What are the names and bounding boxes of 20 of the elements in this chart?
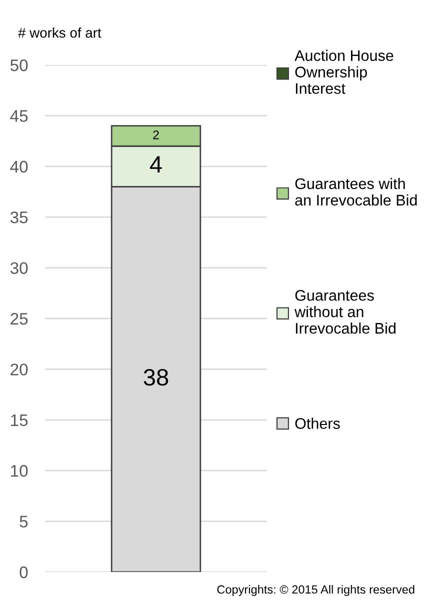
data-label: 38	[144, 368, 168, 386]
y-tick-label: 20	[10, 364, 28, 376]
y-tick-label: 10	[11, 465, 28, 477]
y-tick-label: 30	[10, 262, 28, 274]
legend-label: Others	[295, 418, 340, 429]
y-tick-label: 25	[10, 312, 28, 325]
y-tick-label: 5	[20, 516, 28, 528]
data-label: 4	[150, 156, 162, 173]
y-tick-label: 40	[10, 160, 28, 173]
y-axis-title: # works of art	[18, 28, 102, 38]
y-tick-label: 35	[10, 212, 28, 224]
y-tick-label: 50	[10, 59, 28, 72]
y-tick-label: 15	[11, 414, 28, 426]
y-tick-label: 45	[10, 110, 28, 122]
text: Copyrights: © 2015 All rights reserved	[217, 584, 414, 596]
legend-label: Guarantees without an Irrevocable Bid	[294, 290, 396, 334]
legend-label: Auction House Ownership Interest	[294, 50, 394, 94]
data-label: 2	[153, 130, 159, 140]
legend-label: Guarantees with an Irrevocable Bid	[295, 178, 417, 206]
y-tick-label: 0	[20, 566, 28, 578]
